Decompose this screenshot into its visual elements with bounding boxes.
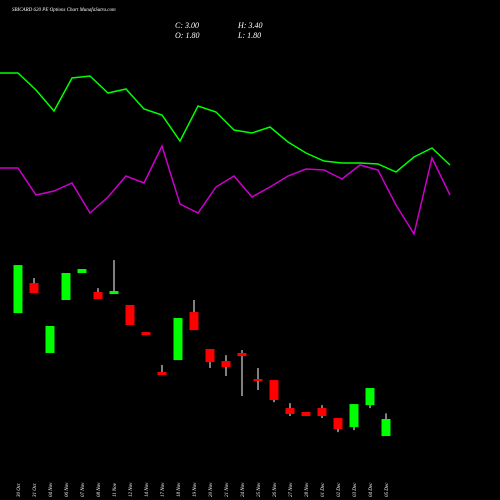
x-tick-label: 21 Nov [225, 482, 230, 497]
x-tick-label: 26 Nov [273, 482, 278, 497]
x-tick-label: 12 Nov [129, 482, 134, 497]
x-tick-label: 25 Nov [257, 482, 262, 497]
x-tick-label: 07 Nov [81, 482, 86, 497]
candle-body [13, 265, 23, 314]
indicator-line [0, 72, 451, 173]
x-tick-label: 20 Nov [209, 482, 214, 497]
candle-body [221, 361, 231, 368]
chart-title: SBICARD 620 PE Options Chart MunafaSutra… [12, 8, 116, 13]
candle-body [29, 283, 39, 294]
candle-body [45, 325, 55, 353]
candle-body [253, 379, 263, 382]
candle-body [61, 273, 71, 301]
open-label: O: 1.80 [175, 31, 199, 40]
candle-body [381, 419, 391, 437]
x-tick-label: 08 Nov [97, 482, 102, 497]
x-tick-label: 03 Dec [353, 482, 358, 497]
candle-body [109, 291, 119, 295]
candle-body [141, 332, 151, 336]
x-tick-label: 18 Nov [177, 482, 182, 497]
candle-body [301, 412, 311, 417]
x-tick-label: 19 Nov [193, 482, 198, 497]
x-tick-label: 30 Oct [17, 483, 22, 497]
candle-body [93, 292, 103, 300]
candle-body [349, 404, 359, 428]
candle-body [237, 352, 247, 357]
candle-body [269, 380, 279, 400]
candle-body [173, 318, 183, 361]
x-tick-label: 11 Nov [113, 482, 118, 497]
indicator-line [0, 143, 451, 236]
candle-body [317, 408, 327, 417]
x-tick-label: 06 Nov [65, 482, 70, 497]
x-tick-label: 14 Nov [145, 482, 150, 497]
close-label: C: 3.00 [175, 21, 199, 30]
x-tick-label: 04 Dec [369, 482, 374, 497]
candle-body [333, 418, 343, 430]
candle-body [285, 408, 295, 415]
low-label: L: 1.80 [237, 31, 261, 40]
candle-body [189, 312, 199, 331]
x-tick-label: 17 Nov [161, 482, 166, 497]
x-tick-label: 27 Nov [289, 482, 294, 497]
candle-body [77, 269, 87, 274]
high-label: H: 3.40 [237, 21, 262, 30]
candle-body [365, 388, 375, 406]
x-tick-label: 31 Oct [33, 483, 38, 497]
x-tick-label: 04 Nov [49, 482, 54, 497]
x-tick-label: 28 Nov [305, 482, 310, 497]
candle-body [157, 371, 167, 375]
x-tick-label: 02 Dec [337, 482, 342, 497]
x-tick-label: 05 Dec [385, 482, 390, 497]
x-tick-label: 24 Nov [241, 482, 246, 497]
x-tick-label: 01 Dec [321, 482, 326, 497]
candle-body [125, 304, 135, 325]
candle-body [205, 348, 215, 363]
